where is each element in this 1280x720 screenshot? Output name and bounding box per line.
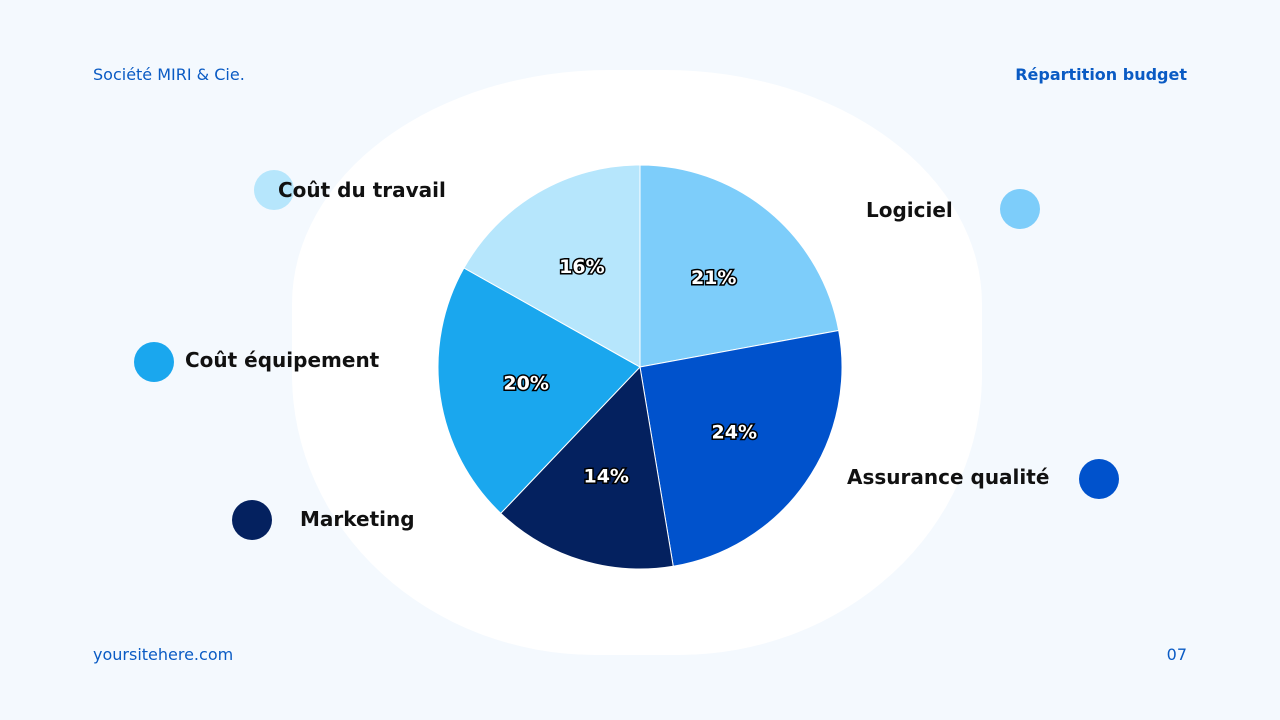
legend-dot-cout-du-travail — [254, 170, 294, 210]
legend-label-cout-equipement: Coût équipement — [185, 348, 380, 372]
pie-slice-assurance-qualite — [639, 329, 843, 567]
pie-label-assurance-qualite: 24% — [712, 422, 757, 444]
legend-label-marketing: Marketing — [300, 507, 415, 531]
section-title: Répartition budget — [1015, 65, 1187, 84]
legend-dot-logiciel — [1000, 189, 1040, 229]
legend-label-assurance-qualite: Assurance qualité — [847, 465, 1050, 489]
pie-slice-cout-equipement — [437, 267, 641, 515]
company-name: Société MIRI & Cie. — [93, 65, 245, 84]
website-link[interactable]: yoursitehere.com — [93, 645, 234, 664]
pie-label-cout-du-travail: 16% — [559, 256, 604, 278]
legend-label-logiciel: Logiciel — [866, 198, 953, 222]
pie-slice-logiciel — [639, 164, 840, 368]
legend-dot-cout-equipement — [134, 342, 174, 382]
pie-slice-marketing — [500, 365, 674, 570]
pie-label-marketing: 14% — [583, 466, 628, 488]
pie-slice-cout-du-travail — [463, 164, 641, 368]
legend-dot-assurance-qualite — [1079, 459, 1119, 499]
pie-label-cout-equipement: 20% — [503, 373, 548, 395]
legend-dot-marketing — [232, 500, 272, 540]
page-number: 07 — [1166, 645, 1187, 664]
pie-label-logiciel: 21% — [691, 267, 736, 289]
legend-label-cout-du-travail: Coût du travail — [278, 178, 446, 202]
